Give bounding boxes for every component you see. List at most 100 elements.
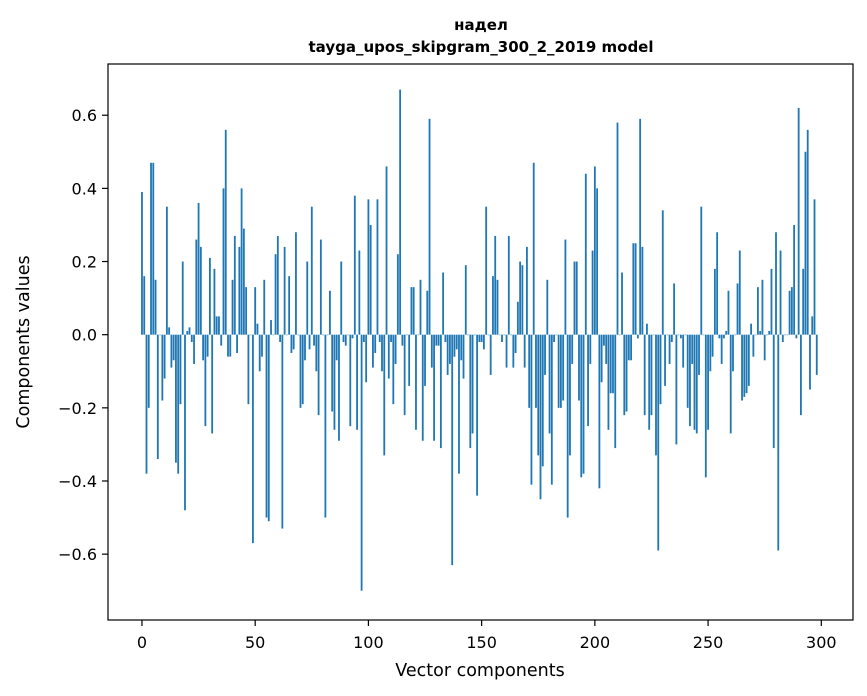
bar (240, 188, 243, 335)
bar (242, 228, 245, 335)
bar (159, 334, 161, 336)
x-tick-label: 150 (466, 633, 497, 652)
bar (598, 334, 601, 489)
bar (498, 334, 501, 336)
bar (562, 334, 565, 401)
bar (270, 320, 272, 335)
bar (720, 334, 723, 364)
bar (378, 334, 381, 342)
bar (308, 334, 311, 350)
bar (632, 243, 635, 335)
bar (784, 334, 786, 336)
bar (202, 334, 205, 361)
bar (177, 334, 180, 474)
bar (489, 334, 492, 375)
bar (600, 334, 603, 383)
bar (709, 334, 712, 372)
bar (736, 283, 739, 335)
bar (258, 334, 261, 372)
bar (806, 129, 809, 335)
bar (263, 279, 266, 335)
bar (741, 334, 743, 401)
bar (704, 334, 707, 478)
bar (442, 272, 445, 335)
bar (528, 334, 531, 408)
bar (349, 334, 352, 427)
bar (412, 287, 415, 335)
bar (351, 334, 354, 339)
bar (143, 276, 146, 335)
bar (523, 334, 526, 368)
bar (265, 334, 268, 518)
bar (329, 290, 331, 335)
bar (752, 334, 755, 357)
bar (444, 334, 447, 342)
bar (453, 334, 456, 357)
bar (165, 206, 168, 335)
bar (557, 334, 560, 408)
bar (256, 323, 259, 335)
bar (492, 276, 494, 335)
bar (304, 334, 306, 361)
bar (548, 334, 551, 434)
bar (646, 323, 648, 335)
y-tick-label: 0.4 (72, 179, 97, 198)
bar (797, 107, 800, 335)
bar (569, 334, 571, 456)
bar (677, 334, 680, 336)
bar (745, 334, 748, 394)
bar (335, 334, 338, 361)
bar (161, 334, 164, 401)
bar (190, 334, 193, 342)
bar (150, 162, 152, 335)
bar (469, 334, 472, 449)
bar (809, 334, 811, 390)
bar (421, 334, 424, 441)
bar (659, 334, 662, 405)
bar (584, 173, 587, 335)
bar (779, 250, 782, 335)
bar (770, 268, 773, 335)
bar (394, 334, 397, 364)
bar (439, 334, 442, 449)
bar (625, 334, 628, 412)
bar (267, 334, 270, 522)
bar (406, 334, 408, 336)
bar (795, 334, 798, 339)
x-tick-label: 100 (353, 633, 384, 652)
bar (292, 334, 295, 350)
bar (387, 334, 390, 379)
bar (306, 261, 309, 335)
bar (505, 334, 508, 368)
bar (670, 334, 673, 342)
bar (587, 334, 589, 427)
bar (478, 334, 481, 342)
y-tick-label: 0.2 (72, 253, 97, 272)
bar (322, 334, 325, 336)
y-tick-label: 0.0 (72, 326, 97, 345)
bar (763, 334, 766, 361)
bar (673, 283, 676, 335)
bar (614, 334, 617, 449)
bar (571, 334, 574, 364)
bar (494, 235, 497, 335)
bar (193, 334, 195, 364)
bar (252, 334, 254, 544)
bar (759, 331, 762, 335)
bar (254, 287, 257, 335)
bar (426, 290, 429, 335)
bar (605, 334, 608, 364)
bar (668, 334, 671, 364)
bar (544, 334, 546, 375)
bar (247, 334, 250, 405)
bar (381, 334, 383, 372)
bar (236, 334, 238, 353)
bar (589, 334, 592, 364)
bar (222, 188, 225, 335)
bar (580, 334, 583, 478)
bar (383, 334, 386, 456)
x-axis-label: Vector components (395, 661, 564, 681)
bar (213, 268, 216, 335)
x-tick-label: 250 (693, 633, 724, 652)
y-axis-label: Components values (14, 255, 34, 428)
